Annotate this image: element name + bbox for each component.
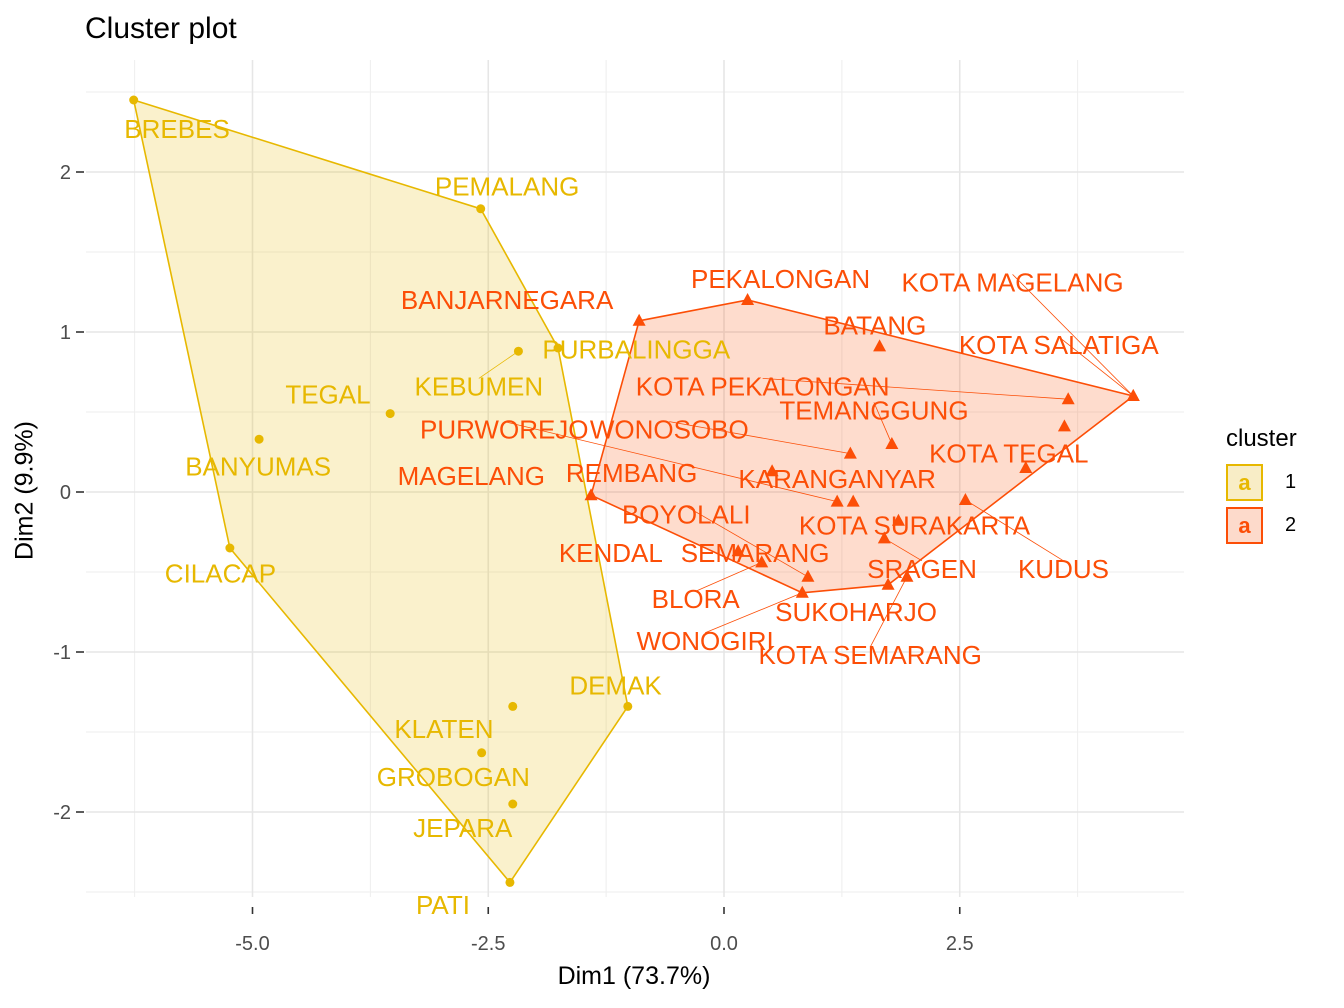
data-point-marker <box>958 493 972 505</box>
point-label: KUDUS <box>1018 554 1109 584</box>
point-label: BANJARNEGARA <box>401 285 614 315</box>
point-label: SEMARANG <box>681 538 830 568</box>
legend-label: 1 <box>1285 471 1297 493</box>
point-label: BATANG <box>823 311 926 341</box>
svg-text:0.0: 0.0 <box>710 933 738 955</box>
legend-key-icon: a <box>1226 464 1263 501</box>
data-point-marker <box>477 748 487 758</box>
point-label: BANYUMAS <box>185 451 331 481</box>
point-labels: BREBES PEMALANG PURBALINGGA KEBUMEN TEGAL BAN… <box>124 114 1159 920</box>
legend-key-icon: a <box>1226 507 1263 544</box>
point-label: KARANGANYAR <box>738 464 935 494</box>
svg-text:1: 1 <box>60 322 71 344</box>
data-point-marker <box>385 409 395 419</box>
point-label: GROBOGAN <box>377 762 530 792</box>
point-label: KEBUMEN <box>415 371 544 401</box>
data-point-marker <box>508 701 518 711</box>
data-point-marker <box>553 343 563 353</box>
point-label: DEMAK <box>569 671 662 701</box>
data-point-marker <box>891 513 905 526</box>
data-point-marker <box>765 464 779 477</box>
chart-title: Cluster plot <box>85 12 237 45</box>
label-leader-lines <box>478 274 1134 648</box>
point-label: PEMALANG <box>435 171 580 201</box>
point-label: PURBALINGGA <box>542 335 730 365</box>
point-label: KOTA PEKALONGAN <box>636 371 890 401</box>
data-point-marker <box>254 434 264 444</box>
point-label: KOTA MAGELANG <box>902 267 1124 297</box>
point-label: WONOSOBO <box>590 415 749 445</box>
point-label: BOYOLALI <box>622 499 751 529</box>
data-point-marker <box>476 204 486 214</box>
point-label: PATI <box>416 890 470 920</box>
point-label: PURWOREJO <box>420 415 589 445</box>
point-label: BLORA <box>652 584 741 614</box>
svg-text:-5.0: -5.0 <box>235 933 269 955</box>
point-label: SUKOHARJO <box>775 597 937 627</box>
data-point-marker <box>505 877 515 887</box>
data-point-marker <box>795 585 809 598</box>
legend-label: 2 <box>1285 514 1297 536</box>
data-point-marker <box>1057 419 1071 432</box>
point-label: PEKALONGAN <box>691 264 870 294</box>
point-label: REMBANG <box>566 458 697 488</box>
point-label: KOTA TEGAL <box>929 439 1088 469</box>
point-label: TEMANGGUNG <box>779 395 968 425</box>
y-axis-label: Dim2 (9.9%) <box>10 421 39 560</box>
data-point-marker <box>873 339 887 352</box>
data-point-marker <box>129 95 139 105</box>
point-label: TEGAL <box>285 379 370 409</box>
point-label: KOTA SURAKARTA <box>799 511 1031 541</box>
svg-text:-1: -1 <box>53 642 71 664</box>
point-label: BREBES <box>124 114 230 144</box>
x-axis-label: Dim1 (73.7%) <box>557 962 711 990</box>
point-label: CILACAP <box>165 559 276 589</box>
legend-item-cluster-1: a 1 <box>1226 461 1297 504</box>
data-point-marker <box>885 437 899 449</box>
data-point-marker <box>881 577 895 590</box>
data-point-marker <box>513 346 523 356</box>
cluster-hulls <box>132 98 1136 884</box>
data-point-marker <box>225 543 235 553</box>
axis-ticks: -5.0 -2.5 0.0 2.5 -2 -1 0 1 2 <box>53 162 973 955</box>
legend-title: cluster <box>1226 425 1297 452</box>
data-points <box>129 95 1140 887</box>
data-point-marker <box>900 569 914 582</box>
data-point-marker <box>801 569 815 582</box>
svg-text:-2: -2 <box>53 802 71 824</box>
data-point-marker <box>1019 461 1033 473</box>
point-label: JEPARA <box>413 813 513 843</box>
point-label: KOTA SALATIGA <box>959 330 1160 360</box>
svg-text:2.5: 2.5 <box>946 933 974 955</box>
plot-grid <box>86 60 1184 897</box>
point-label: MAGELANG <box>398 461 545 491</box>
svg-text:-2.5: -2.5 <box>471 933 505 955</box>
legend: cluster a 1 a 2 <box>1226 425 1297 547</box>
data-point-marker <box>843 446 857 459</box>
data-point-marker <box>632 313 646 326</box>
data-point-marker <box>508 799 518 809</box>
data-point-marker <box>741 293 755 305</box>
data-point-marker <box>1126 389 1140 401</box>
data-point-marker <box>877 531 891 544</box>
point-label: KOTA SEMARANG <box>758 640 981 670</box>
data-point-marker <box>623 701 633 711</box>
data-point-marker <box>731 544 745 557</box>
data-point-marker <box>1061 392 1075 405</box>
svg-text:2: 2 <box>60 162 71 184</box>
point-label: KENDAL <box>559 538 663 568</box>
data-point-marker <box>830 494 844 507</box>
svg-text:0: 0 <box>60 482 71 504</box>
data-point-marker <box>846 494 860 507</box>
data-point-marker <box>584 488 598 501</box>
point-label: SRAGEN <box>867 554 977 584</box>
point-label: WONOGIRI <box>637 626 774 656</box>
point-label: KLATEN <box>394 714 493 744</box>
data-point-marker <box>755 555 769 568</box>
legend-item-cluster-2: a 2 <box>1226 504 1297 547</box>
